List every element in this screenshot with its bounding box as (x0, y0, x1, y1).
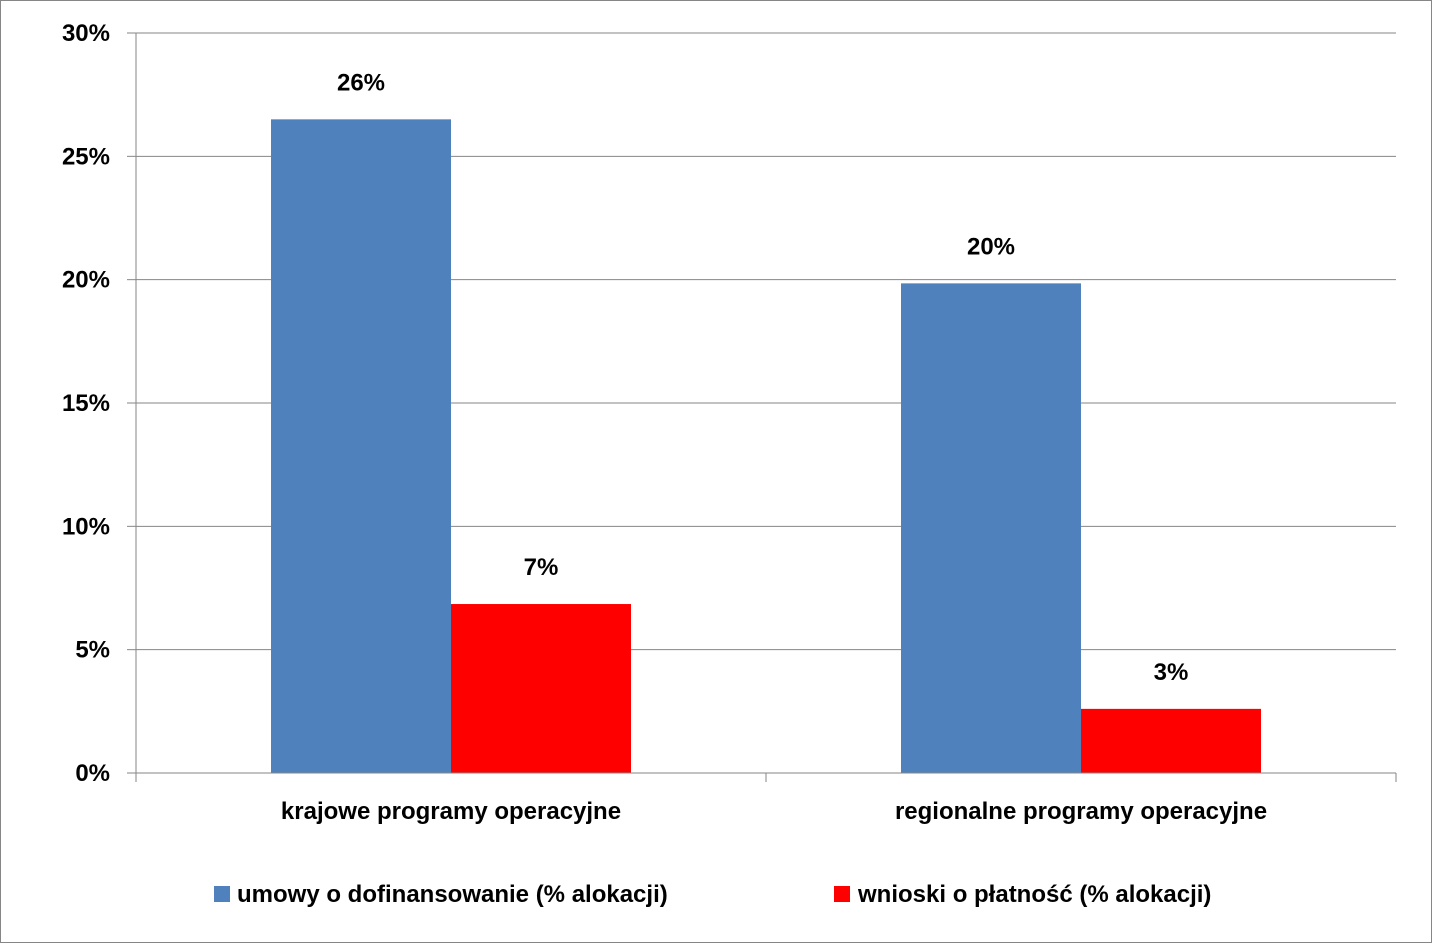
y-tick-label: 15% (62, 390, 110, 417)
bar (451, 604, 631, 773)
bar (901, 283, 1081, 773)
bar (1081, 708, 1261, 773)
y-tick-label: 5% (75, 637, 110, 664)
x-category-label: regionalne programy operacyjne (895, 798, 1267, 825)
data-label: 20% (967, 233, 1015, 260)
bar (271, 119, 451, 774)
axes (127, 32, 1397, 782)
x-axis-category-labels: krajowe programy operacyjne regionalne pr… (281, 798, 1267, 825)
legend-label: umowy o dofinansowanie (% alokacji) (237, 881, 668, 908)
data-labels: 26% 7% 20% 3% (337, 69, 1188, 686)
data-label: 7% (524, 554, 559, 581)
bars (271, 119, 1261, 774)
y-tick-label: 0% (75, 760, 110, 787)
legend: umowy o dofinansowanie (% alokacji) wnios… (214, 881, 1211, 908)
y-axis-tick-labels: 0% 5% 10% 15% 20% 25% 30% (62, 20, 110, 787)
legend-swatch (834, 886, 850, 902)
legend-swatch (214, 886, 230, 902)
data-label: 3% (1154, 659, 1189, 686)
legend-label: wnioski o płatność (% alokacji) (857, 881, 1211, 908)
y-tick-label: 25% (62, 143, 110, 170)
x-category-label: krajowe programy operacyjne (281, 798, 621, 825)
y-tick-label: 20% (62, 267, 110, 294)
data-label: 26% (337, 69, 385, 96)
y-tick-label: 30% (62, 20, 110, 47)
y-tick-label: 10% (62, 513, 110, 540)
